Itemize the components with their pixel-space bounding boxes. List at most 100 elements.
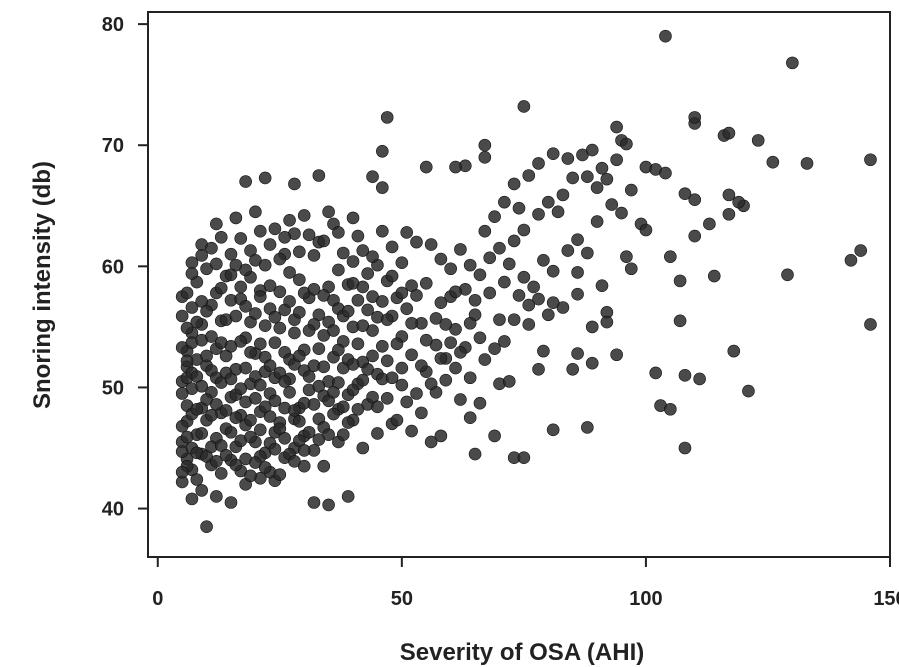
data-point	[239, 299, 252, 313]
data-point	[415, 406, 428, 420]
data-point	[385, 240, 399, 254]
data-point	[278, 230, 291, 244]
data-point	[786, 56, 799, 70]
data-point	[527, 280, 540, 294]
data-point	[610, 120, 623, 134]
data-point	[766, 155, 780, 169]
data-point	[244, 413, 257, 427]
data-point	[224, 425, 238, 439]
data-point	[263, 410, 277, 423]
data-point	[507, 313, 521, 326]
data-point	[283, 214, 296, 227]
data-point	[244, 469, 257, 483]
data-point	[229, 309, 243, 323]
data-point	[288, 455, 301, 468]
data-point	[376, 181, 389, 194]
data-point	[341, 416, 355, 429]
data-point	[615, 206, 628, 220]
data-point	[288, 404, 301, 417]
data-point	[410, 387, 423, 400]
data-point	[707, 269, 721, 283]
data-point	[688, 193, 702, 207]
data-point	[195, 379, 208, 393]
data-point	[175, 465, 189, 479]
data-point	[263, 279, 277, 293]
y-tick-label: 80	[102, 14, 124, 36]
data-point	[532, 292, 545, 306]
data-point	[224, 496, 238, 509]
data-point	[351, 402, 365, 416]
data-point	[307, 283, 321, 296]
data-point	[229, 458, 243, 472]
data-point	[546, 147, 560, 160]
data-point	[429, 312, 443, 325]
data-point	[327, 407, 340, 421]
data-point	[351, 229, 365, 243]
data-point	[239, 175, 252, 188]
data-point	[581, 421, 594, 434]
data-point	[673, 314, 687, 328]
data-point	[561, 244, 575, 257]
data-point	[253, 337, 267, 351]
data-point	[566, 362, 579, 376]
x-tick-label: 150	[873, 588, 899, 610]
data-point	[190, 473, 204, 486]
data-point	[610, 153, 623, 167]
data-point	[400, 395, 414, 409]
data-point	[678, 187, 692, 200]
data-point	[532, 157, 545, 170]
data-point	[312, 169, 326, 182]
data-point	[410, 289, 423, 302]
data-point	[180, 354, 194, 368]
data-point	[620, 250, 633, 263]
data-point	[390, 413, 404, 427]
data-point	[546, 264, 560, 278]
data-point	[180, 430, 194, 444]
data-point	[195, 249, 208, 262]
data-point	[224, 372, 238, 386]
data-point	[688, 229, 702, 243]
data-point	[844, 253, 858, 267]
data-point	[302, 324, 316, 337]
data-point	[210, 490, 223, 503]
data-point	[585, 143, 599, 157]
data-point	[195, 484, 208, 497]
data-point	[395, 286, 409, 300]
y-axis: 40 50 60 70 80	[102, 14, 148, 521]
data-point	[273, 468, 287, 481]
data-point	[361, 362, 374, 376]
data-point	[405, 348, 418, 362]
data-point	[522, 169, 536, 182]
data-point	[180, 286, 194, 300]
data-point	[678, 369, 692, 382]
data-point	[366, 170, 379, 184]
data-point	[454, 243, 467, 256]
data-point	[268, 394, 282, 408]
data-point	[244, 346, 257, 359]
data-point	[200, 349, 213, 363]
data-point	[258, 171, 272, 185]
data-point	[249, 307, 262, 320]
data-point	[517, 223, 531, 237]
data-point	[541, 195, 555, 209]
data-point	[439, 373, 453, 387]
data-point	[376, 144, 389, 158]
data-point	[195, 427, 208, 440]
data-point	[175, 419, 189, 433]
data-point	[249, 205, 262, 219]
data-point	[512, 201, 526, 215]
data-point	[302, 425, 316, 439]
data-point	[400, 226, 414, 239]
data-point	[727, 344, 741, 358]
data-point	[219, 448, 233, 462]
data-point	[214, 281, 228, 295]
data-point	[346, 255, 360, 268]
data-point	[258, 258, 272, 272]
data-point	[488, 429, 501, 443]
data-point	[488, 210, 501, 223]
data-point	[288, 177, 301, 191]
data-point	[356, 441, 370, 455]
data-point	[722, 207, 736, 221]
data-point	[200, 304, 213, 318]
data-point	[434, 352, 448, 365]
